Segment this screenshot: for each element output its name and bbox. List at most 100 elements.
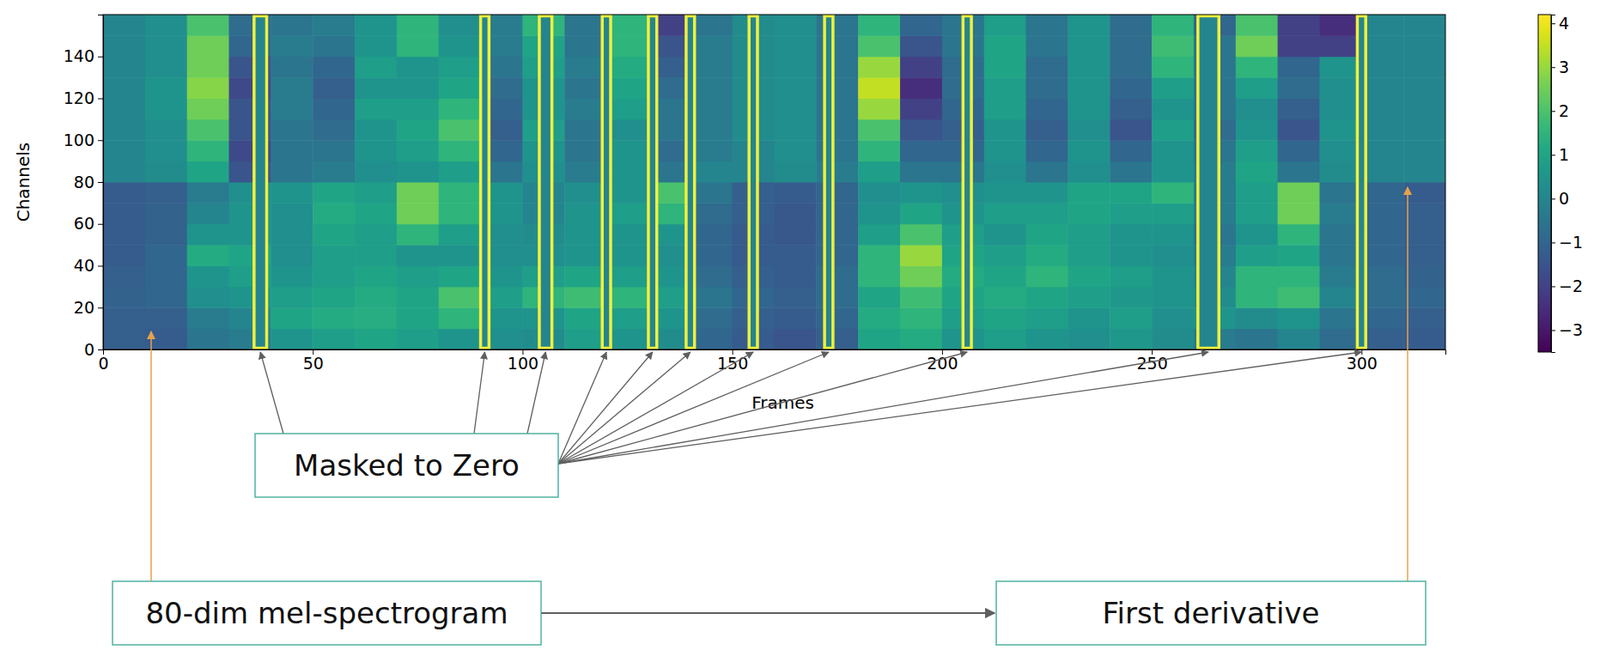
- tick: 120: [63, 88, 104, 108]
- heatmap-cell: [145, 139, 188, 162]
- heatmap-cell: [187, 286, 230, 309]
- annotation-text: 80-dim mel-spectrogram: [145, 596, 508, 631]
- heatmap-cell: [103, 244, 146, 267]
- heatmap-cell: [815, 14, 858, 37]
- heatmap-cell: [312, 56, 355, 79]
- heatmap-cell: [1067, 224, 1110, 246]
- heatmap-cell: [1403, 161, 1446, 183]
- heatmap-cell: [1235, 14, 1278, 37]
- heatmap-cell: [857, 224, 901, 246]
- heatmap-cell: [774, 286, 817, 309]
- heatmap-cell: [1235, 182, 1278, 204]
- heatmap-cell: [396, 14, 439, 37]
- heatmap-cell: [187, 307, 230, 329]
- heatmap-cell: [354, 56, 397, 79]
- heatmap-cell: [857, 139, 901, 162]
- heatmap-cell: [606, 182, 649, 204]
- heatmap-cell: [312, 224, 355, 246]
- tick-label: 60: [73, 213, 95, 233]
- heatmap-cell: [145, 161, 188, 183]
- heatmap-cell: [900, 98, 943, 121]
- annotation-text: Masked to Zero: [293, 448, 520, 483]
- heatmap-cell: [396, 77, 439, 99]
- heatmap-cell: [1403, 202, 1446, 225]
- annotation-arrow: [527, 352, 546, 434]
- tick: 60: [73, 213, 104, 233]
- heatmap-cell: [984, 161, 1027, 183]
- heatmap-cell: [187, 202, 230, 225]
- heatmap-cell: [1026, 286, 1069, 309]
- heatmap-cell: [815, 98, 858, 121]
- heatmap-cell: [1109, 98, 1152, 121]
- heatmap-cell: [270, 286, 313, 309]
- annotation-arrow: [558, 352, 653, 464]
- heatmap-cell: [774, 98, 817, 121]
- heatmap-cell: [815, 139, 858, 162]
- heatmap-cell: [984, 14, 1027, 37]
- tick: 4: [1551, 13, 1570, 33]
- heatmap-cell: [1109, 224, 1152, 246]
- tick: 0: [1551, 188, 1570, 208]
- heatmap-cell: [187, 224, 230, 246]
- heatmap-cell: [1067, 286, 1110, 309]
- heatmap-cell: [103, 35, 146, 57]
- heatmap-cell: [1109, 56, 1152, 79]
- heatmap-cell: [145, 98, 188, 121]
- heatmap-cell: [270, 161, 313, 183]
- heatmap-cell: [1319, 77, 1362, 99]
- tick-label: 1: [1558, 145, 1570, 165]
- heatmap-cell: [1235, 286, 1278, 309]
- heatmap-cell: [690, 161, 733, 183]
- heatmap-cell: [1277, 286, 1321, 309]
- heatmap-cell: [1361, 328, 1404, 350]
- tick: −1: [1551, 232, 1583, 252]
- heatmap-cell: [1109, 161, 1152, 183]
- heatmap-cell: [187, 182, 230, 204]
- heatmap-cell: [1403, 98, 1446, 121]
- heatmap-cell: [564, 56, 607, 79]
- heatmap-cell: [1361, 307, 1404, 329]
- heatmap-cell: [815, 266, 858, 288]
- heatmap-cell: [396, 161, 439, 183]
- heatmap-cell: [1067, 119, 1110, 141]
- heatmap-cell: [270, 182, 313, 204]
- heatmap-cell: [1026, 56, 1069, 79]
- heatmap-cell: [564, 286, 607, 309]
- heatmap-cell: [1151, 77, 1194, 99]
- heatmap-cell: [270, 307, 313, 329]
- heatmap-cell: [1361, 14, 1404, 37]
- heatmap-cell: [1026, 244, 1069, 267]
- heatmap-cell: [690, 328, 733, 350]
- heatmap-cell: [1277, 244, 1321, 267]
- heatmap-cell: [270, 119, 313, 141]
- heatmap-cell: [1403, 77, 1446, 99]
- tick-label: 120: [63, 88, 95, 108]
- heatmap-cell: [564, 77, 607, 99]
- heatmap-cell: [900, 266, 943, 288]
- heatmap-cell: [900, 77, 943, 99]
- heatmap-cell: [438, 202, 481, 225]
- heatmap-cell: [1319, 202, 1362, 225]
- heatmap-cell: [857, 161, 901, 183]
- heatmap-cell: [354, 182, 397, 204]
- annotation-arrow: [558, 352, 1362, 464]
- heatmap-cell: [1361, 161, 1404, 183]
- tick-mark: [1551, 242, 1556, 244]
- heatmap-cell: [187, 244, 230, 267]
- heatmap-cell: [1235, 56, 1278, 79]
- heatmap-cell: [1403, 139, 1446, 162]
- heatmap-cell: [103, 328, 146, 350]
- mask: [748, 16, 758, 349]
- heatmap-cell: [354, 202, 397, 225]
- heatmap-cell: [900, 14, 943, 37]
- heatmap-cell: [1319, 307, 1362, 329]
- annotation-arrow: [558, 352, 968, 464]
- heatmap-cell: [1067, 56, 1110, 79]
- annotation-text: First derivative: [1101, 596, 1320, 631]
- heatmap-cell: [774, 182, 817, 204]
- heatmap-cell: [1151, 307, 1194, 329]
- heatmap-cell: [900, 202, 943, 225]
- heatmap-cell: [354, 161, 397, 183]
- heatmap-cell: [984, 202, 1027, 225]
- heatmap-cell: [690, 286, 733, 309]
